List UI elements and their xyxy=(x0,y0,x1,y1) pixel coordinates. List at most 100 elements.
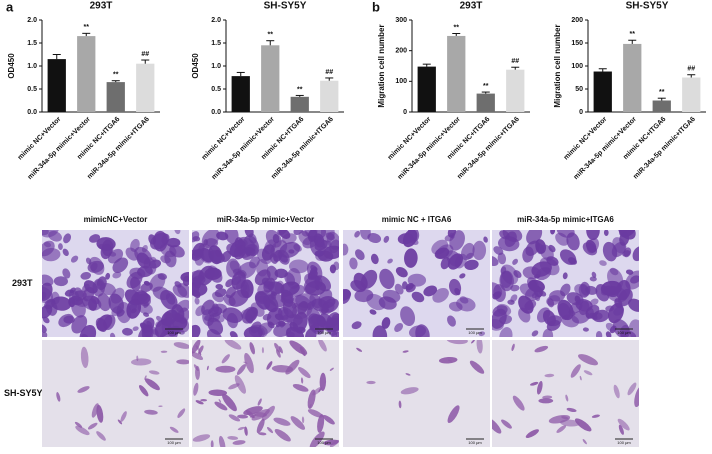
micrograph: 100 μm xyxy=(192,230,339,337)
cell xyxy=(261,347,264,354)
cell xyxy=(228,289,249,307)
x-tick-label: miR-34a-5p mimic+ITGA6 xyxy=(632,116,697,181)
panel-letter: a xyxy=(6,0,14,14)
cell xyxy=(74,421,83,428)
cell xyxy=(136,355,139,362)
y-axis-label: Migration cell number xyxy=(377,24,386,107)
cell xyxy=(323,245,339,260)
cell xyxy=(206,365,209,371)
cell xyxy=(548,244,556,253)
significance-marker: ## xyxy=(141,51,149,58)
cell xyxy=(177,408,186,418)
bar xyxy=(682,77,701,112)
cell xyxy=(625,269,634,275)
cell xyxy=(329,264,337,274)
significance-marker: ** xyxy=(454,24,460,31)
cell xyxy=(80,272,92,280)
cell xyxy=(285,359,300,375)
chart-title: SH-SY5Y xyxy=(626,1,669,12)
cell xyxy=(278,320,286,327)
cell xyxy=(244,230,254,238)
cell xyxy=(279,253,288,263)
cell xyxy=(550,230,556,235)
cell xyxy=(158,405,163,408)
cell xyxy=(507,299,515,305)
cell xyxy=(602,241,618,262)
significance-marker: ** xyxy=(113,72,119,79)
cell xyxy=(499,315,513,325)
cell xyxy=(360,230,371,240)
cell xyxy=(379,268,395,289)
cell xyxy=(542,328,554,337)
cell xyxy=(530,381,539,386)
cell xyxy=(62,248,69,257)
cell xyxy=(172,284,188,298)
micrograph: 100 μm xyxy=(42,230,189,337)
image-column-header: mimicNC+Vector xyxy=(84,215,148,224)
cell xyxy=(274,428,291,442)
micrograph: 100 μm xyxy=(492,230,639,337)
micrograph-bg xyxy=(42,340,189,447)
cell xyxy=(492,417,502,434)
cell xyxy=(628,298,639,312)
y-axis-label: OD450 xyxy=(7,53,16,79)
cell xyxy=(63,233,72,244)
micrograph: 100 μm xyxy=(192,340,339,447)
cell xyxy=(459,296,469,304)
bar xyxy=(623,43,642,112)
cell xyxy=(105,272,111,280)
cell xyxy=(493,246,504,256)
cell xyxy=(561,314,580,328)
cell xyxy=(531,330,539,337)
cell xyxy=(446,340,468,345)
cell xyxy=(302,235,318,249)
cell xyxy=(307,389,316,409)
cell xyxy=(605,331,612,337)
cell xyxy=(148,259,162,269)
scale-bar-label: 100 μm xyxy=(167,440,181,445)
cell xyxy=(590,298,599,306)
cell xyxy=(400,387,419,395)
cell xyxy=(300,377,304,384)
cell xyxy=(85,257,92,265)
cell xyxy=(570,364,581,378)
cell xyxy=(582,327,589,332)
cell xyxy=(249,342,255,355)
cell xyxy=(318,340,327,352)
cell xyxy=(278,307,295,323)
cell xyxy=(314,250,324,257)
cell xyxy=(478,331,486,337)
scale-bar-label: 100 μm xyxy=(167,330,181,335)
y-tick-label: 2.0 xyxy=(211,17,221,24)
cell xyxy=(193,382,199,396)
cell xyxy=(343,289,351,304)
bar xyxy=(506,69,525,112)
cell xyxy=(90,262,98,272)
cell xyxy=(343,243,349,256)
cell xyxy=(634,385,639,408)
cell xyxy=(169,426,179,433)
cell xyxy=(320,240,332,249)
cell xyxy=(432,288,449,303)
cell xyxy=(367,232,382,244)
panel-letter: b xyxy=(372,0,380,14)
cell xyxy=(397,233,414,245)
cell xyxy=(79,324,97,337)
cell xyxy=(381,317,391,329)
cell xyxy=(323,316,339,333)
y-tick-label: 0.0 xyxy=(27,109,37,116)
y-axis-label: Migration cell number xyxy=(553,24,562,107)
cell xyxy=(613,384,620,399)
cell xyxy=(497,252,507,265)
cell xyxy=(483,236,488,243)
cell xyxy=(317,414,325,433)
cell xyxy=(144,378,160,391)
cell xyxy=(286,268,302,289)
cell xyxy=(81,334,88,337)
cell xyxy=(192,324,201,337)
cell xyxy=(349,257,358,270)
significance-marker: ## xyxy=(511,58,519,65)
cell xyxy=(130,276,141,292)
cell xyxy=(309,266,318,276)
